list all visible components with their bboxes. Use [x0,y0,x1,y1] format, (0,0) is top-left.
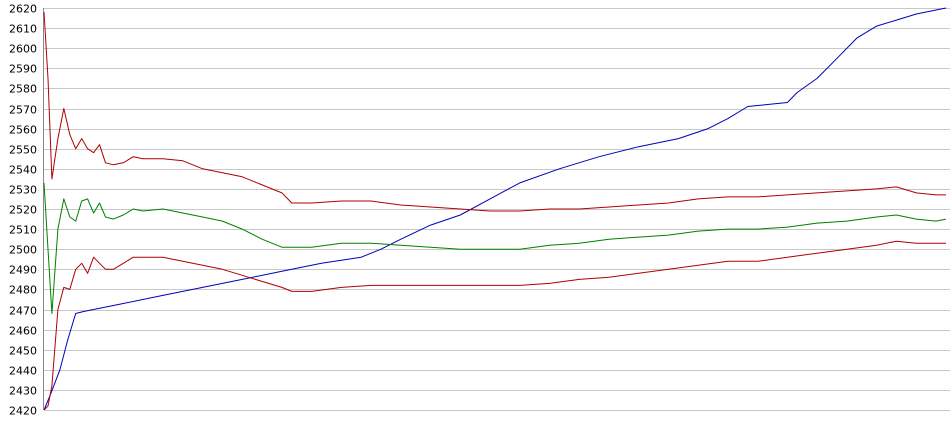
y-tick-label: 2430 [9,385,37,398]
series-line-upper-band [43,11,946,212]
y-tick-label: 2490 [9,264,37,277]
y-tick-label: 2610 [9,23,37,36]
y-tick-label: 2590 [9,63,37,76]
y-tick-label: 2540 [9,164,37,177]
series-line-middle [43,182,947,314]
y-tick-label: 2440 [9,365,37,378]
y-tick-label: 2580 [9,83,37,96]
y-axis-labels: 2620 2610 2600 2590 2580 2570 2560 2550 2540 2530… [9,3,37,418]
y-tick-label: 2550 [9,144,37,157]
y-tick-label: 2420 [9,405,37,418]
y-tick-label: 2570 [9,104,37,117]
gridlines [44,8,950,411]
y-tick-label: 2460 [9,325,37,338]
y-tick-label: 2450 [9,345,37,358]
series-line-trend [43,7,947,411]
y-tick-label: 2530 [9,184,37,197]
y-tick-label: 2600 [9,43,37,56]
series-lines [43,7,947,411]
y-tick-label: 2620 [9,3,37,16]
y-tick-label: 2510 [9,224,37,237]
y-tick-label: 2520 [9,204,37,217]
y-tick-label: 2480 [9,284,37,297]
y-tick-label: 2500 [9,244,37,257]
y-tick-label: 2560 [9,124,37,137]
series-line-lower-band [43,240,946,411]
y-tick-label: 2470 [9,305,37,318]
